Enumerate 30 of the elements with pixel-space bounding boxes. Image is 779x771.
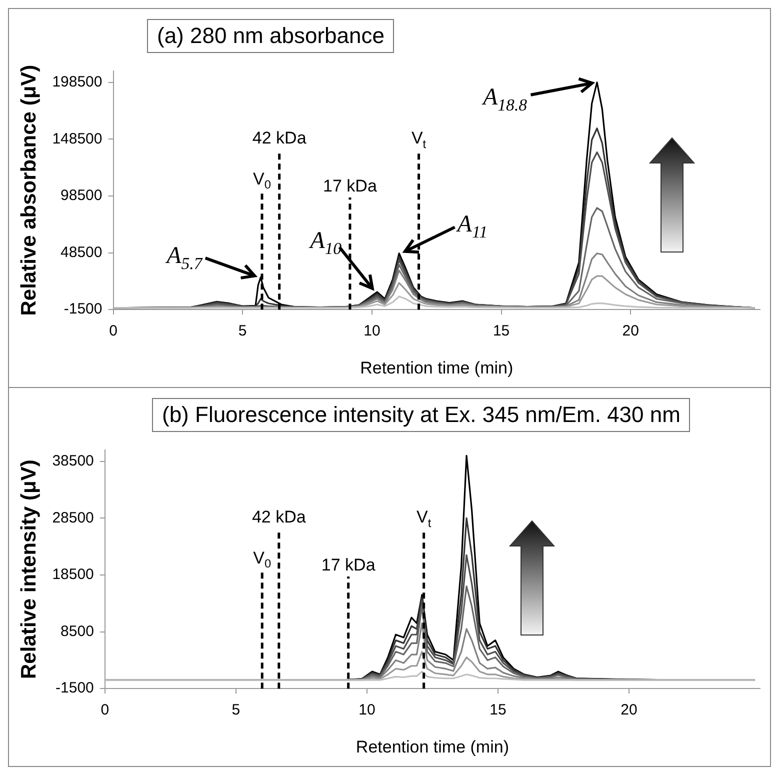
x-tick-label: 5	[232, 702, 240, 719]
y-tick-label: -1500	[56, 680, 94, 697]
y-axis-title: Relative absorbance (μV)	[17, 64, 40, 316]
x-tick-label: 15	[490, 702, 506, 719]
ref-line-label: 42 kDa	[252, 508, 306, 527]
y-tick-label: 48500	[60, 244, 102, 261]
x-tick-label: 0	[100, 702, 110, 719]
chart-title: (a) 280 nm absorbance	[147, 19, 394, 53]
y-tick-label: -1500	[64, 300, 102, 318]
y-tick-label: 8500	[60, 622, 94, 640]
x-tick-label: 10	[364, 322, 380, 340]
y-tick-label: 38500	[52, 452, 94, 470]
x-axis-title: Retention time (min)	[360, 358, 514, 378]
y-tick-label: 198500	[52, 74, 102, 91]
x-tick-label: 10	[358, 702, 376, 719]
ref-line-label: 17 kDa	[323, 176, 378, 196]
y-axis-title: Relative intensity (μV)	[17, 460, 40, 680]
y-tick-label: 148500	[52, 130, 102, 148]
x-tick-label: 20	[622, 322, 639, 340]
y-tick-label: 18500	[52, 566, 94, 584]
y-tick-label: 28500	[52, 509, 94, 526]
x-tick-label: 15	[492, 322, 510, 340]
x-tick-label: 5	[238, 322, 247, 340]
x-axis-title: Retention time (min)	[356, 737, 509, 756]
x-tick-label: 20	[620, 702, 638, 719]
y-tick-label: 98500	[60, 187, 102, 204]
x-tick-label: 0	[109, 322, 118, 340]
ref-line-label: 42 kDa	[252, 128, 307, 148]
chart-title: (b) Fluorescence intensity at Ex. 345 nm/Em. 430 nm	[152, 398, 690, 432]
ref-line-label: 17 kDa	[321, 555, 376, 574]
